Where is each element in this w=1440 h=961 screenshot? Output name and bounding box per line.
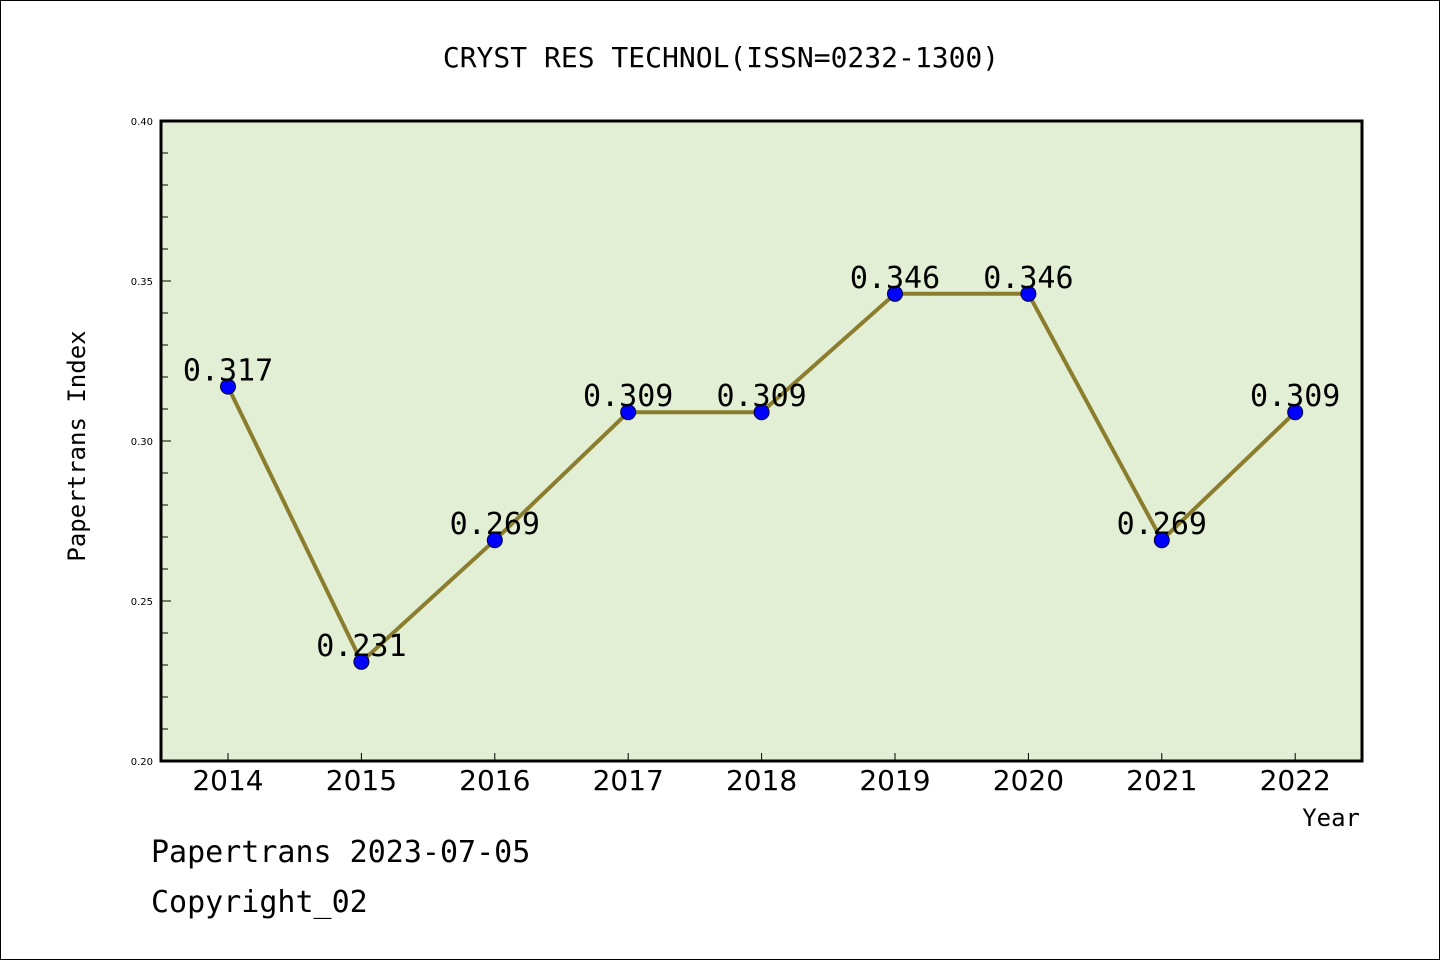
series-group [220, 285, 1304, 670]
data-point [753, 404, 770, 421]
x-tick-label: 2014 [192, 764, 263, 797]
y-axis-label: Papertrans Index [63, 330, 91, 561]
y-tick-label: 0.40 [131, 117, 153, 128]
data-label: 0.309 [583, 379, 673, 414]
data-label: 0.269 [1117, 507, 1207, 542]
data-point [620, 404, 637, 421]
y-tick-label: 0.20 [131, 757, 153, 768]
x-tick-label: 2017 [593, 764, 664, 797]
x-tick-label: 2022 [1260, 764, 1331, 797]
x-tick-label: 2018 [726, 764, 797, 797]
x-tick-label: 2020 [993, 764, 1064, 797]
data-label: 0.309 [716, 379, 806, 414]
data-label: 0.231 [316, 629, 406, 664]
footer-date: Papertrans 2023-07-05 [151, 835, 531, 870]
data-point [1153, 532, 1170, 549]
data-point [1287, 404, 1304, 421]
chart-title: CRYST RES TECHNOL(ISSN=0232-1300) [443, 41, 999, 74]
x-tick-label: 2019 [859, 764, 930, 797]
data-label: 0.346 [983, 261, 1073, 296]
data-labels: 0.317 0.231 0.269 0.309 0.309 0.346 0.346 0.269… [183, 261, 1341, 664]
y-tick-label: 0.35 [131, 277, 153, 288]
data-point [353, 653, 370, 670]
y-axis: 0.20 0.25 0.30 0.35 0.40 [131, 117, 171, 768]
plot-area [159, 119, 1364, 763]
data-point [1020, 285, 1037, 302]
y-tick-label: 0.30 [131, 437, 153, 448]
x-axis-label: Year [1302, 804, 1360, 832]
data-point [887, 285, 903, 302]
footer-copyright: Copyright_02 [151, 885, 368, 920]
y-tick-label: 0.25 [131, 597, 153, 608]
data-label: 0.346 [850, 261, 940, 296]
data-point [220, 378, 236, 395]
x-tick-label: 2015 [326, 764, 397, 797]
data-label: 0.309 [1250, 379, 1340, 414]
x-tick-label: 2021 [1126, 764, 1197, 797]
data-point [486, 532, 503, 549]
x-axis: 2014 2015 2016 2017 2018 2019 2020 2021 2022 [192, 753, 1331, 797]
data-label: 0.317 [183, 354, 273, 389]
data-label: 0.269 [450, 507, 540, 542]
x-tick-label: 2016 [459, 764, 530, 797]
